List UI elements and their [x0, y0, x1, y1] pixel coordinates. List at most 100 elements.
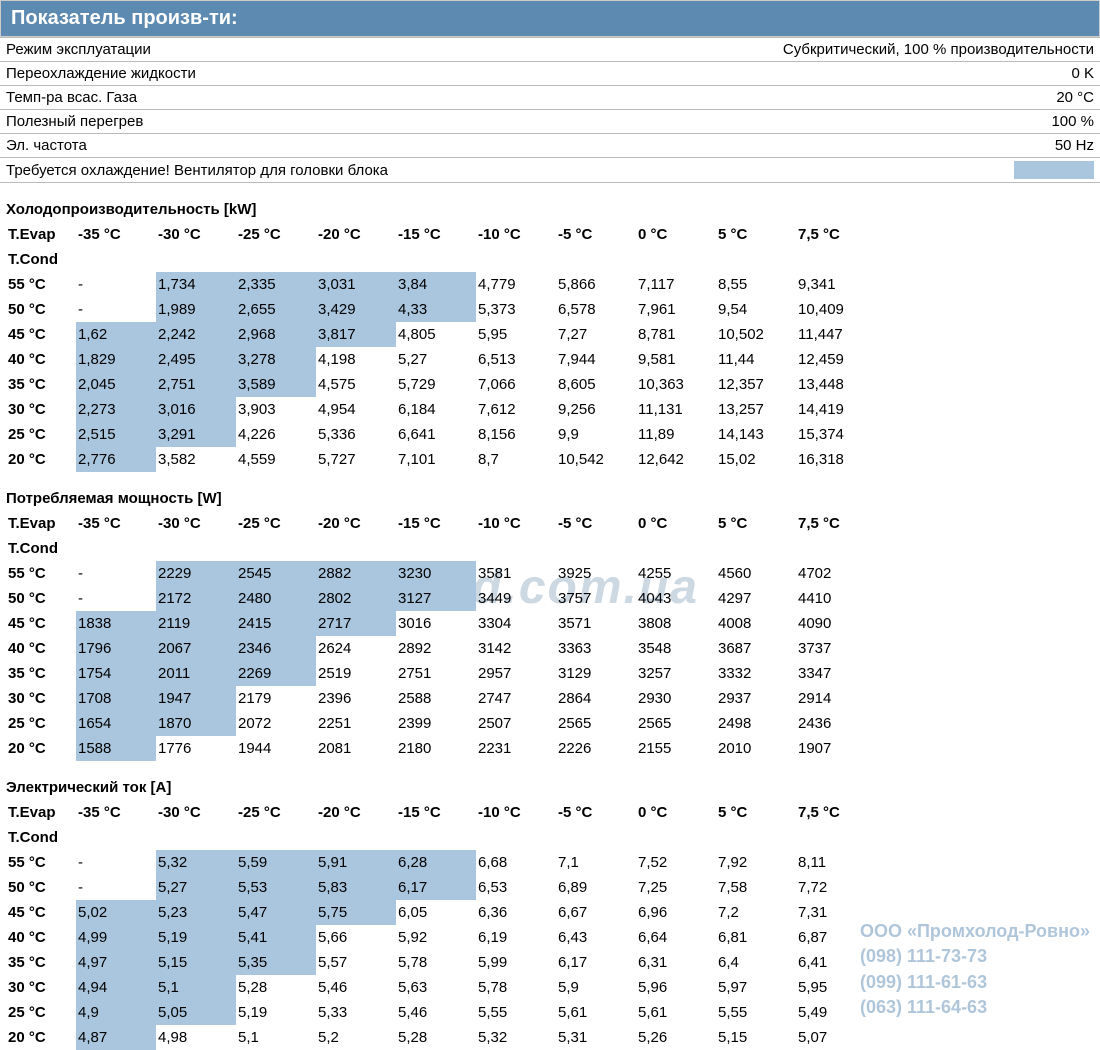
data-cell: 3347: [796, 661, 876, 686]
data-cell: 2399: [396, 711, 476, 736]
row-label: 50 °C: [6, 875, 76, 900]
row-label: 35 °C: [6, 950, 76, 975]
data-cell: 2498: [716, 711, 796, 736]
data-cell: 6,64: [636, 925, 716, 950]
data-cell: 5,727: [316, 447, 396, 472]
table-row: 20 °C2,7763,5824,5595,7277,1018,710,5421…: [6, 447, 876, 472]
table-row: 30 °C2,2733,0163,9034,9546,1847,6129,256…: [6, 397, 876, 422]
data-cell: 5,05: [156, 1000, 236, 1025]
data-cell: 3129: [556, 661, 636, 686]
data-cell: 5,75: [316, 900, 396, 925]
row-label: 40 °C: [6, 347, 76, 372]
table-row: 50 °C-2172248028023127344937574043429744…: [6, 586, 876, 611]
data-cell: 7,58: [716, 875, 796, 900]
data-cell: 11,131: [636, 397, 716, 422]
data-cell: 5,78: [476, 975, 556, 1000]
data-cell: 5,61: [556, 1000, 636, 1025]
data-cell: 1,62: [76, 322, 156, 347]
column-header: -5 °C: [556, 511, 636, 536]
row-label: 50 °C: [6, 586, 76, 611]
data-cell: 3925: [556, 561, 636, 586]
column-header: 5 °C: [716, 222, 796, 247]
data-cell: 5,95: [796, 975, 876, 1000]
data-cell: 2588: [396, 686, 476, 711]
data-cell: 2436: [796, 711, 876, 736]
data-cell: 5,97: [716, 975, 796, 1000]
data-cell: 2802: [316, 586, 396, 611]
params-table: Режим эксплуатацииСубкритический, 100 % …: [0, 37, 1100, 183]
data-cell: 5,28: [236, 975, 316, 1000]
data-cell: -: [76, 586, 156, 611]
data-cell: 3571: [556, 611, 636, 636]
data-cell: 6,19: [476, 925, 556, 950]
data-cell: 2882: [316, 561, 396, 586]
data-cell: 2892: [396, 636, 476, 661]
data-cell: 4255: [636, 561, 716, 586]
row-label: 25 °C: [6, 711, 76, 736]
data-cell: 1870: [156, 711, 236, 736]
data-cell: 5,96: [636, 975, 716, 1000]
data-cell: 10,363: [636, 372, 716, 397]
data-cell: 2,655: [236, 297, 316, 322]
data-cell: 3,429: [316, 297, 396, 322]
data-cell: 2717: [316, 611, 396, 636]
data-cell: 5,26: [636, 1025, 716, 1050]
data-cell: 8,55: [716, 272, 796, 297]
data-cell: 5,66: [316, 925, 396, 950]
table-row: 55 °C-5,325,595,916,286,687,17,527,928,1…: [6, 850, 876, 875]
data-cell: 3737: [796, 636, 876, 661]
data-cell: 4,33: [396, 297, 476, 322]
param-label: Темп-ра всас. Газа: [0, 86, 604, 110]
data-cell: 7,101: [396, 447, 476, 472]
table-row: 35 °C17542011226925192751295731293257333…: [6, 661, 876, 686]
row-label: 35 °C: [6, 372, 76, 397]
data-cell: 2081: [316, 736, 396, 761]
data-cell: 5,91: [316, 850, 396, 875]
data-cell: 4,559: [236, 447, 316, 472]
data-cell: 7,27: [556, 322, 636, 347]
data-cell: 2415: [236, 611, 316, 636]
data-cell: 1907: [796, 736, 876, 761]
data-cell: -: [76, 272, 156, 297]
data-cell: 3548: [636, 636, 716, 661]
data-cell: 6,578: [556, 297, 636, 322]
column-header: -35 °C: [76, 511, 156, 536]
data-cell: 4,226: [236, 422, 316, 447]
data-cell: 5,19: [236, 1000, 316, 1025]
data-cell: 2,335: [236, 272, 316, 297]
data-cell: 5,02: [76, 900, 156, 925]
data-cell: 3757: [556, 586, 636, 611]
data-cell: 5,32: [476, 1025, 556, 1050]
data-cell: 1838: [76, 611, 156, 636]
t-cond-label: T.Cond: [6, 825, 876, 850]
data-cell: 2624: [316, 636, 396, 661]
t-evap-label: T.Evap: [6, 800, 76, 825]
data-cell: 6,36: [476, 900, 556, 925]
data-cell: 4410: [796, 586, 876, 611]
data-cell: 1,829: [76, 347, 156, 372]
data-cell: 3257: [636, 661, 716, 686]
data-cell: 3449: [476, 586, 556, 611]
data-cell: 4,575: [316, 372, 396, 397]
row-label: 40 °C: [6, 636, 76, 661]
data-cell: 6,31: [636, 950, 716, 975]
data-cell: 1776: [156, 736, 236, 761]
table-row: 40 °C17962067234626242892314233633548368…: [6, 636, 876, 661]
data-cell: 10,542: [556, 447, 636, 472]
row-label: 55 °C: [6, 272, 76, 297]
param-label: Эл. частота: [0, 134, 604, 158]
data-cell: 6,89: [556, 875, 636, 900]
row-label: 45 °C: [6, 611, 76, 636]
data-cell: 2545: [236, 561, 316, 586]
data-cell: 8,11: [796, 850, 876, 875]
data-cell: 5,2: [316, 1025, 396, 1050]
data-cell: 1754: [76, 661, 156, 686]
data-cell: 5,729: [396, 372, 476, 397]
row-label: 40 °C: [6, 925, 76, 950]
column-header: 0 °C: [636, 800, 716, 825]
table-row: 25 °C4,95,055,195,335,465,555,615,615,55…: [6, 1000, 876, 1025]
data-cell: 6,43: [556, 925, 636, 950]
data-cell: 3,582: [156, 447, 236, 472]
data-cell: 2,242: [156, 322, 236, 347]
data-cell: 14,419: [796, 397, 876, 422]
